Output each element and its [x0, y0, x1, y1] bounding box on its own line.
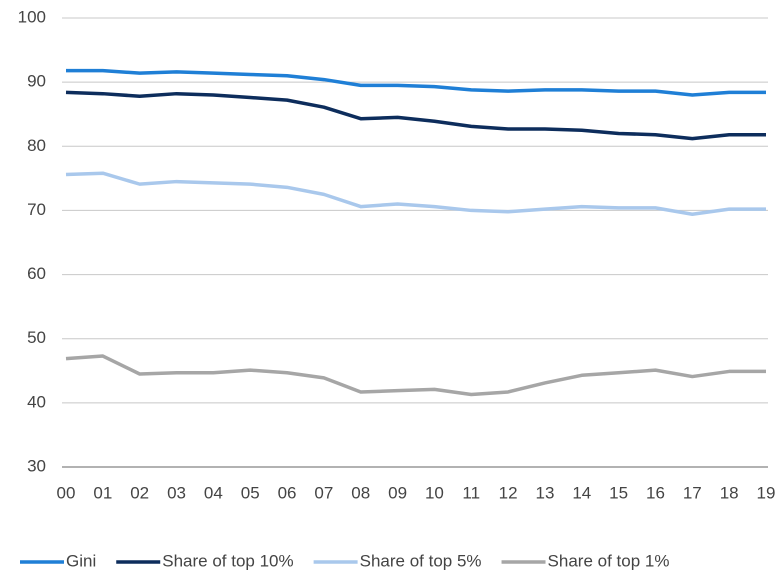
x-tick-label: 07 [314, 483, 333, 502]
y-tick-label: 90 [27, 72, 46, 91]
series-line [65, 171, 766, 217]
x-tick-label: 14 [572, 483, 591, 502]
y-tick-label: 100 [18, 7, 46, 26]
y-tick-label: 60 [27, 264, 46, 283]
x-tick-label: 10 [425, 483, 444, 502]
legend-label: Gini [66, 551, 96, 570]
x-tick-label: 11 [462, 483, 480, 502]
y-tick-label: 40 [27, 392, 46, 411]
x-tick-label: 05 [241, 483, 260, 502]
x-tick-label: 16 [646, 483, 665, 502]
x-tick-label: 00 [57, 483, 76, 502]
x-tick-label: 17 [683, 483, 702, 502]
x-tick-label: 03 [167, 483, 186, 502]
x-tick-label: 04 [204, 483, 223, 502]
y-tick-label: 50 [27, 328, 46, 347]
x-tick-label: 15 [609, 483, 628, 502]
x-tick-label: 19 [757, 483, 776, 502]
x-tick-label: 09 [388, 483, 407, 502]
x-tick-label: 02 [130, 483, 149, 502]
series-line [66, 68, 766, 97]
series-line [65, 90, 766, 141]
x-tick-label: 13 [535, 483, 554, 502]
y-tick-label: 80 [27, 136, 46, 155]
x-tick-label: 08 [351, 483, 370, 502]
series-line [65, 354, 766, 397]
legend-label: Share of top 5% [360, 551, 482, 570]
x-tick-label: 01 [93, 483, 112, 502]
x-tick-label: 06 [278, 483, 297, 502]
y-tick-label: 70 [27, 200, 46, 219]
x-tick-label: 12 [499, 483, 518, 502]
legend-label: Share of top 1% [548, 551, 670, 570]
y-tick-label: 30 [27, 456, 46, 475]
legend-label: Share of top 10% [162, 551, 293, 570]
x-tick-label: 18 [720, 483, 739, 502]
